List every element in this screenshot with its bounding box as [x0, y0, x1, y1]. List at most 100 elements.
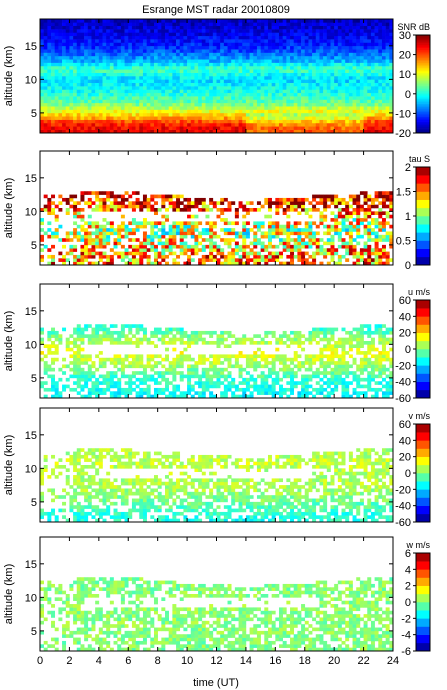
heatmap-cell [341, 254, 346, 259]
heatmap-cell [374, 29, 379, 33]
heatmap-cell [135, 106, 140, 110]
heatmap-cell [198, 25, 203, 30]
heatmap-cell [47, 49, 52, 53]
heatmap-cell [234, 55, 239, 60]
heatmap-cell [95, 92, 100, 97]
heatmap-cell [209, 129, 214, 134]
heatmap-cell [51, 244, 56, 249]
heatmap-cell [120, 76, 125, 80]
heatmap-cell [264, 39, 269, 43]
heatmap-cell [356, 116, 361, 120]
heatmap-cell [337, 99, 342, 104]
heatmap-cell [69, 99, 74, 104]
heatmap-cell [150, 102, 155, 107]
heatmap-cell [183, 102, 188, 107]
colorbar-segment [416, 35, 430, 37]
heatmap-cell [341, 241, 346, 246]
heatmap-cell [234, 62, 239, 67]
heatmap-cell [146, 109, 151, 114]
heatmap-cell [308, 261, 313, 266]
heatmap-cell [150, 228, 155, 232]
heatmap-cell [308, 49, 313, 53]
heatmap-cell [73, 234, 78, 239]
heatmap-cell [131, 86, 136, 90]
heatmap-cell [76, 62, 81, 67]
heatmap-cell [201, 99, 206, 104]
heatmap-cell [374, 191, 379, 195]
heatmap-cell [172, 122, 177, 127]
heatmap-cell [113, 204, 118, 209]
heatmap-cell [212, 231, 217, 236]
heatmap-cell [176, 109, 181, 114]
heatmap-cell [249, 52, 254, 57]
heatmap-cell [264, 99, 269, 104]
heatmap-cell [242, 129, 247, 134]
heatmap-cell [352, 35, 357, 40]
heatmap-cell [117, 19, 122, 23]
heatmap-cell [65, 32, 70, 37]
heatmap-cell [286, 22, 291, 26]
heatmap-cell [113, 89, 118, 94]
heatmap-cell [359, 122, 364, 127]
heatmap-cell [102, 122, 107, 127]
heatmap-cell [65, 377, 70, 382]
heatmap-cell [242, 49, 247, 53]
heatmap-cell [102, 22, 107, 26]
heatmap-cell [330, 99, 335, 104]
heatmap-cell [62, 371, 67, 375]
heatmap-cell [80, 248, 85, 252]
heatmap-cell [58, 49, 63, 53]
heatmap-cell [183, 248, 188, 252]
heatmap-cell [87, 377, 92, 382]
heatmap-cell [381, 79, 386, 83]
heatmap-cell [157, 19, 162, 23]
heatmap-cell [106, 59, 111, 63]
heatmap-cell [76, 208, 81, 212]
heatmap-cell [106, 234, 111, 239]
heatmap-cell [267, 69, 272, 73]
heatmap-cell [98, 32, 103, 37]
heatmap-cell [271, 224, 276, 229]
heatmap-cell [117, 25, 122, 30]
heatmap-cell [374, 59, 379, 63]
heatmap-cell [58, 109, 63, 114]
heatmap-cell [150, 79, 155, 83]
heatmap-cell [142, 39, 147, 43]
heatmap-cell [98, 234, 103, 239]
heatmap-cell [187, 197, 192, 202]
heatmap-cell [102, 387, 107, 392]
heatmap-cell [128, 122, 133, 127]
heatmap-cell [330, 65, 335, 70]
heatmap-cell [381, 109, 386, 114]
heatmap-cell [69, 129, 74, 134]
heatmap-cell [315, 19, 320, 23]
heatmap-cell [150, 45, 155, 50]
heatmap-cell [363, 218, 368, 222]
heatmap-cell [359, 72, 364, 77]
heatmap-cell [87, 214, 92, 219]
heatmap-cell [231, 79, 236, 83]
heatmap-cell [260, 42, 265, 47]
heatmap-cell [319, 96, 324, 100]
heatmap-cell [312, 82, 317, 87]
heatmap-cell [315, 45, 320, 50]
heatmap-cell [308, 126, 313, 130]
heatmap-cell [106, 19, 111, 23]
heatmap-cell [117, 29, 122, 33]
heatmap-cell [260, 76, 265, 80]
heatmap-cell [113, 72, 118, 77]
heatmap-cell [253, 82, 258, 87]
heatmap-cell [102, 377, 107, 382]
heatmap-cell [172, 119, 177, 124]
heatmap-cell [367, 89, 372, 94]
heatmap-cell [301, 49, 306, 53]
heatmap-cell [139, 394, 144, 399]
heatmap-cell [65, 211, 70, 215]
heatmap-cell [47, 129, 52, 134]
heatmap-cell [212, 116, 217, 120]
heatmap-cell [267, 251, 272, 256]
heatmap-cell [76, 391, 81, 395]
heatmap-cell [43, 52, 48, 57]
heatmap-cell [150, 116, 155, 120]
heatmap-cell [113, 76, 118, 80]
